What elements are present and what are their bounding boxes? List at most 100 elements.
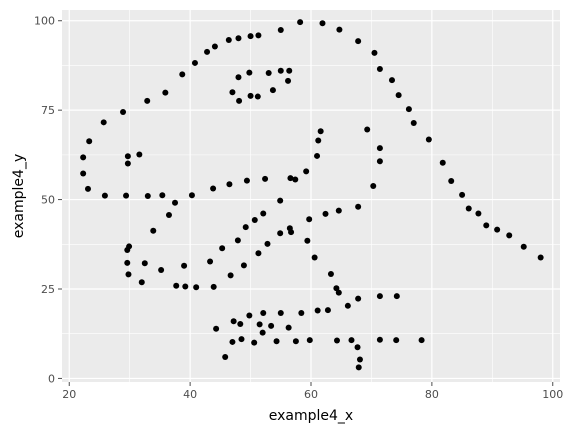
data-point [327,270,334,277]
data-point [277,309,284,316]
data-point [371,49,378,56]
data-point [315,137,322,144]
data-point [230,318,237,325]
data-point [125,271,132,278]
data-point [240,262,247,269]
y-tick-label: 100 [34,15,55,28]
data-point [410,120,417,127]
data-point [235,35,242,42]
data-point [395,92,402,99]
data-point [173,282,180,289]
x-tick-label: 60 [304,388,318,401]
data-point [268,322,275,329]
data-point [144,97,151,104]
data-point [188,192,195,199]
data-point [136,151,143,158]
data-point [204,48,211,55]
data-point [465,205,472,212]
data-point [277,27,284,34]
data-point [303,168,310,175]
data-point [364,126,371,133]
y-tick-label: 75 [41,104,55,117]
data-point [124,153,131,160]
data-point [355,295,362,302]
data-point [506,232,513,239]
data-point [235,74,242,81]
data-point [226,181,233,188]
data-point [101,192,108,199]
data-point [181,262,188,269]
data-point [355,203,362,210]
data-point [287,175,294,182]
y-axis-title: example4_y [11,154,27,238]
data-point [277,67,284,74]
data-point [246,312,253,319]
data-point [376,66,383,73]
data-point [348,337,355,344]
data-point [213,325,220,332]
data-point [354,344,361,351]
data-point [376,336,383,343]
data-point [286,67,293,74]
data-point [260,309,267,316]
data-point [80,154,87,161]
data-point [210,185,217,192]
data-point [265,69,272,76]
data-point [319,20,326,27]
data-point [237,321,244,328]
data-point [298,309,305,316]
data-point [229,89,236,96]
data-points [80,19,544,371]
data-point [120,108,127,115]
data-point [292,338,299,345]
data-point [393,337,400,344]
data-point [100,119,107,126]
data-point [256,321,263,328]
data-point [191,59,198,66]
data-point [425,136,432,143]
data-point [405,106,412,113]
data-point [255,32,262,39]
data-point [264,240,271,247]
data-point [150,227,157,234]
data-point [311,254,318,261]
data-point [238,336,245,343]
data-point [141,260,148,267]
data-point [225,37,232,44]
x-tick-label: 20 [62,388,76,401]
data-point [251,339,258,346]
y-tick-label: 50 [41,194,55,207]
data-point [251,216,258,223]
data-point [317,128,324,135]
data-point [314,307,321,314]
x-tick-label: 80 [425,388,439,401]
data-point [336,26,343,33]
data-point [222,353,229,360]
data-point [84,185,91,192]
data-point [159,192,166,199]
data-point [210,283,217,290]
data-point [262,175,269,182]
data-point [179,71,186,78]
data-point [193,284,200,291]
data-point [246,69,253,76]
x-axis-ticks: 20 40 60 80 100 [62,382,563,401]
data-point [292,176,299,183]
data-point [86,138,93,145]
data-point [254,93,261,100]
data-point [158,267,165,274]
data-point [138,279,145,286]
data-point [259,329,266,336]
data-point [124,160,131,167]
data-point [165,211,172,218]
data-point [448,177,455,184]
data-point [537,254,544,261]
data-point [288,229,295,236]
data-point [242,224,249,231]
data-point [370,182,377,189]
data-point [483,222,490,229]
data-point [234,237,241,244]
data-point [247,33,254,40]
data-point [356,356,363,363]
data-point [306,216,313,223]
